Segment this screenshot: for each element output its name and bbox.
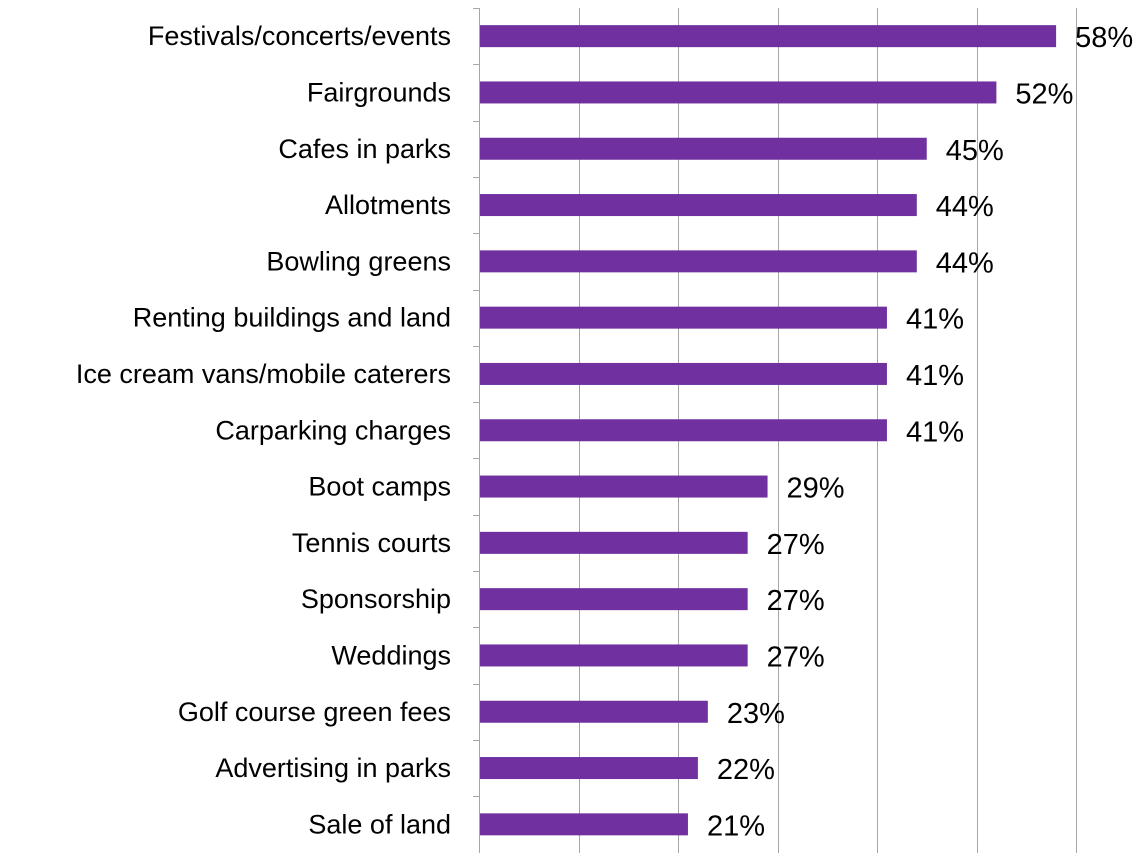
category-label: Sponsorship bbox=[301, 584, 451, 614]
bar bbox=[480, 475, 768, 498]
category-label: Fairgrounds bbox=[307, 77, 451, 107]
value-label: 21% bbox=[707, 810, 765, 842]
category-label: Boot camps bbox=[308, 472, 451, 502]
category-label: Carparking charges bbox=[215, 415, 451, 445]
bar bbox=[480, 137, 927, 160]
value-label: 44% bbox=[936, 191, 994, 223]
category-label: Sale of land bbox=[308, 809, 451, 839]
value-label: 58% bbox=[1075, 22, 1133, 54]
value-label: 29% bbox=[787, 473, 845, 505]
value-label: 27% bbox=[767, 641, 825, 673]
value-label: 41% bbox=[906, 416, 964, 448]
bar bbox=[480, 362, 887, 385]
value-label: 44% bbox=[936, 247, 994, 279]
category-label: Renting buildings and land bbox=[133, 303, 451, 333]
category-label: Golf course green fees bbox=[178, 697, 451, 727]
category-label: Festivals/concerts/events bbox=[148, 21, 451, 51]
value-labels: 58%52% 45% 44% 44% 41% 41% 41% 29% 27% 27% 27% 23% 2… bbox=[707, 22, 1133, 842]
bar bbox=[480, 250, 917, 273]
category-label: Advertising in parks bbox=[215, 753, 451, 783]
bars bbox=[480, 25, 1057, 836]
bar bbox=[480, 757, 698, 780]
category-label: Allotments bbox=[325, 190, 451, 220]
category-label: Ice cream vans/mobile caterers bbox=[76, 359, 451, 389]
bar bbox=[480, 194, 917, 217]
bar bbox=[480, 531, 748, 554]
y-axis bbox=[473, 8, 480, 853]
value-label: 22% bbox=[717, 754, 775, 786]
bar bbox=[480, 700, 708, 723]
category-labels: Festivals/concerts/events Fairgrounds Cafe… bbox=[76, 21, 451, 839]
bar bbox=[480, 306, 887, 329]
value-label: 23% bbox=[727, 698, 785, 730]
bar bbox=[480, 644, 748, 667]
value-label: 45% bbox=[946, 135, 1004, 167]
bar bbox=[480, 813, 688, 836]
value-label: 52% bbox=[1015, 78, 1073, 110]
bar bbox=[480, 419, 887, 442]
category-label: Tennis courts bbox=[292, 528, 451, 558]
value-label: 27% bbox=[767, 529, 825, 561]
bar bbox=[480, 81, 997, 104]
value-label: 27% bbox=[767, 585, 825, 617]
value-label: 41% bbox=[906, 304, 964, 336]
category-label: Bowling greens bbox=[266, 246, 451, 276]
category-label: Weddings bbox=[331, 640, 451, 670]
bar bbox=[480, 588, 748, 611]
value-label: 41% bbox=[906, 360, 964, 392]
category-label: Cafes in parks bbox=[278, 134, 451, 164]
bar bbox=[480, 25, 1057, 48]
